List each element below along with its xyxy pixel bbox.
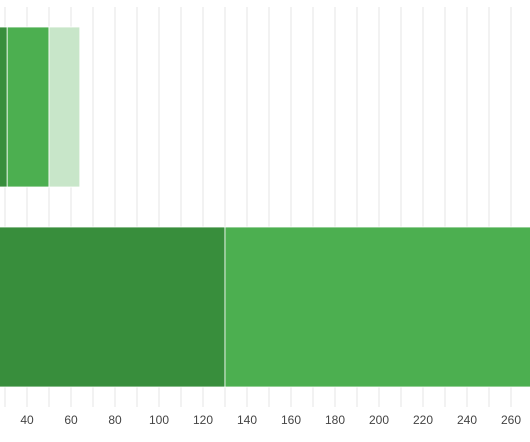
x-tick-label: 100: [149, 413, 169, 427]
bar-segment: [6, 26, 50, 188]
x-tick-label: 40: [20, 413, 34, 427]
x-tick-label: 120: [193, 413, 213, 427]
x-tick-label: 240: [457, 413, 477, 427]
bar-segment: [0, 226, 226, 388]
x-tick-label: 220: [413, 413, 433, 427]
bar-segment: [0, 26, 8, 188]
x-tick-label: 260: [501, 413, 521, 427]
bar-segment: [224, 226, 530, 388]
x-tick-label: 140: [237, 413, 257, 427]
x-tick-label: 200: [369, 413, 389, 427]
x-tick-label: 60: [64, 413, 78, 427]
x-tick-label: 80: [108, 413, 122, 427]
x-tick-label: 180: [325, 413, 345, 427]
x-tick-label: 160: [281, 413, 301, 427]
bar-segment: [48, 26, 81, 188]
